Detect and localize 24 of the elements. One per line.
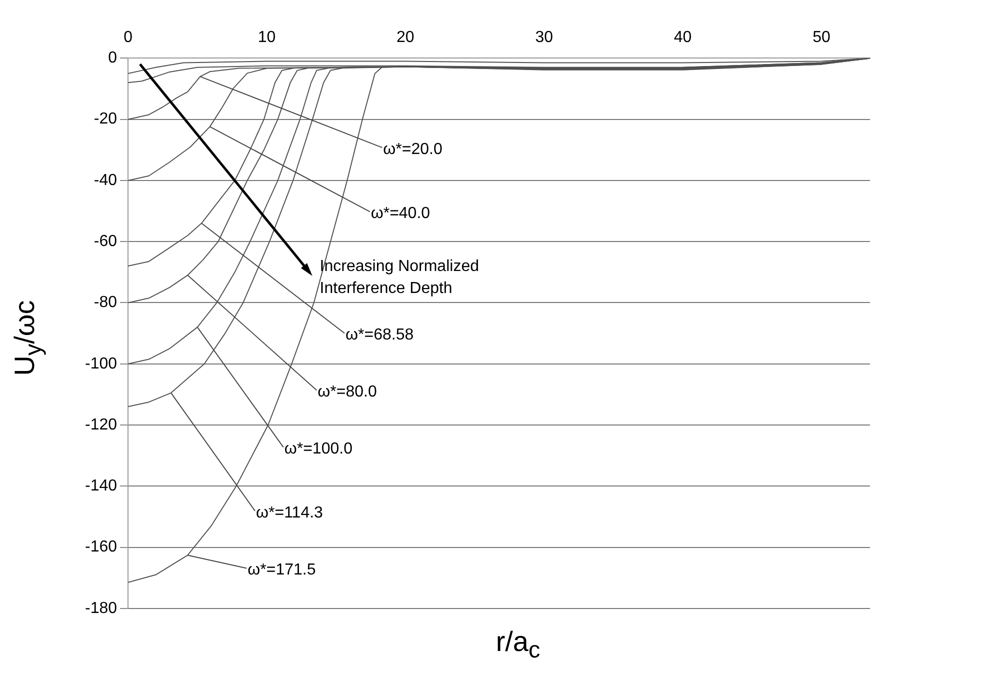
y-tick-label: -160	[84, 538, 118, 556]
annotation: ω*=100.0	[284, 440, 353, 458]
annotation: ω*=40.0	[370, 205, 430, 222]
annotation: ω*=68.58	[346, 326, 414, 344]
x-tick-label: 10	[258, 29, 276, 46]
x-tick-label: 40	[674, 29, 692, 46]
x-axis-title: r/a$_{c}$	[494, 626, 542, 664]
x-tick-label: 50	[812, 29, 830, 46]
annotation: ω*=80.0	[318, 384, 377, 401]
y-tick-label: 0	[108, 50, 118, 67]
annotation: ω*=171.5	[248, 562, 316, 579]
y-tick-label: -140	[84, 478, 118, 495]
y-tick-label: -180	[84, 600, 118, 617]
y-tick-label: -60	[94, 233, 118, 250]
x-tick-label: 0	[124, 29, 133, 46]
annotation: ω*=114.3	[256, 504, 324, 522]
annotation: ω*=20.0	[383, 140, 442, 158]
x-tick-label: 20	[396, 29, 414, 46]
y-tick-label: -20	[94, 110, 118, 128]
y-tick-label: -80	[94, 294, 118, 312]
y-tick-label: -100	[84, 355, 118, 372]
x-tick-label: 30	[535, 29, 554, 46]
y-tick-label: -40	[94, 172, 118, 189]
y-tick-label: -120	[84, 416, 118, 434]
